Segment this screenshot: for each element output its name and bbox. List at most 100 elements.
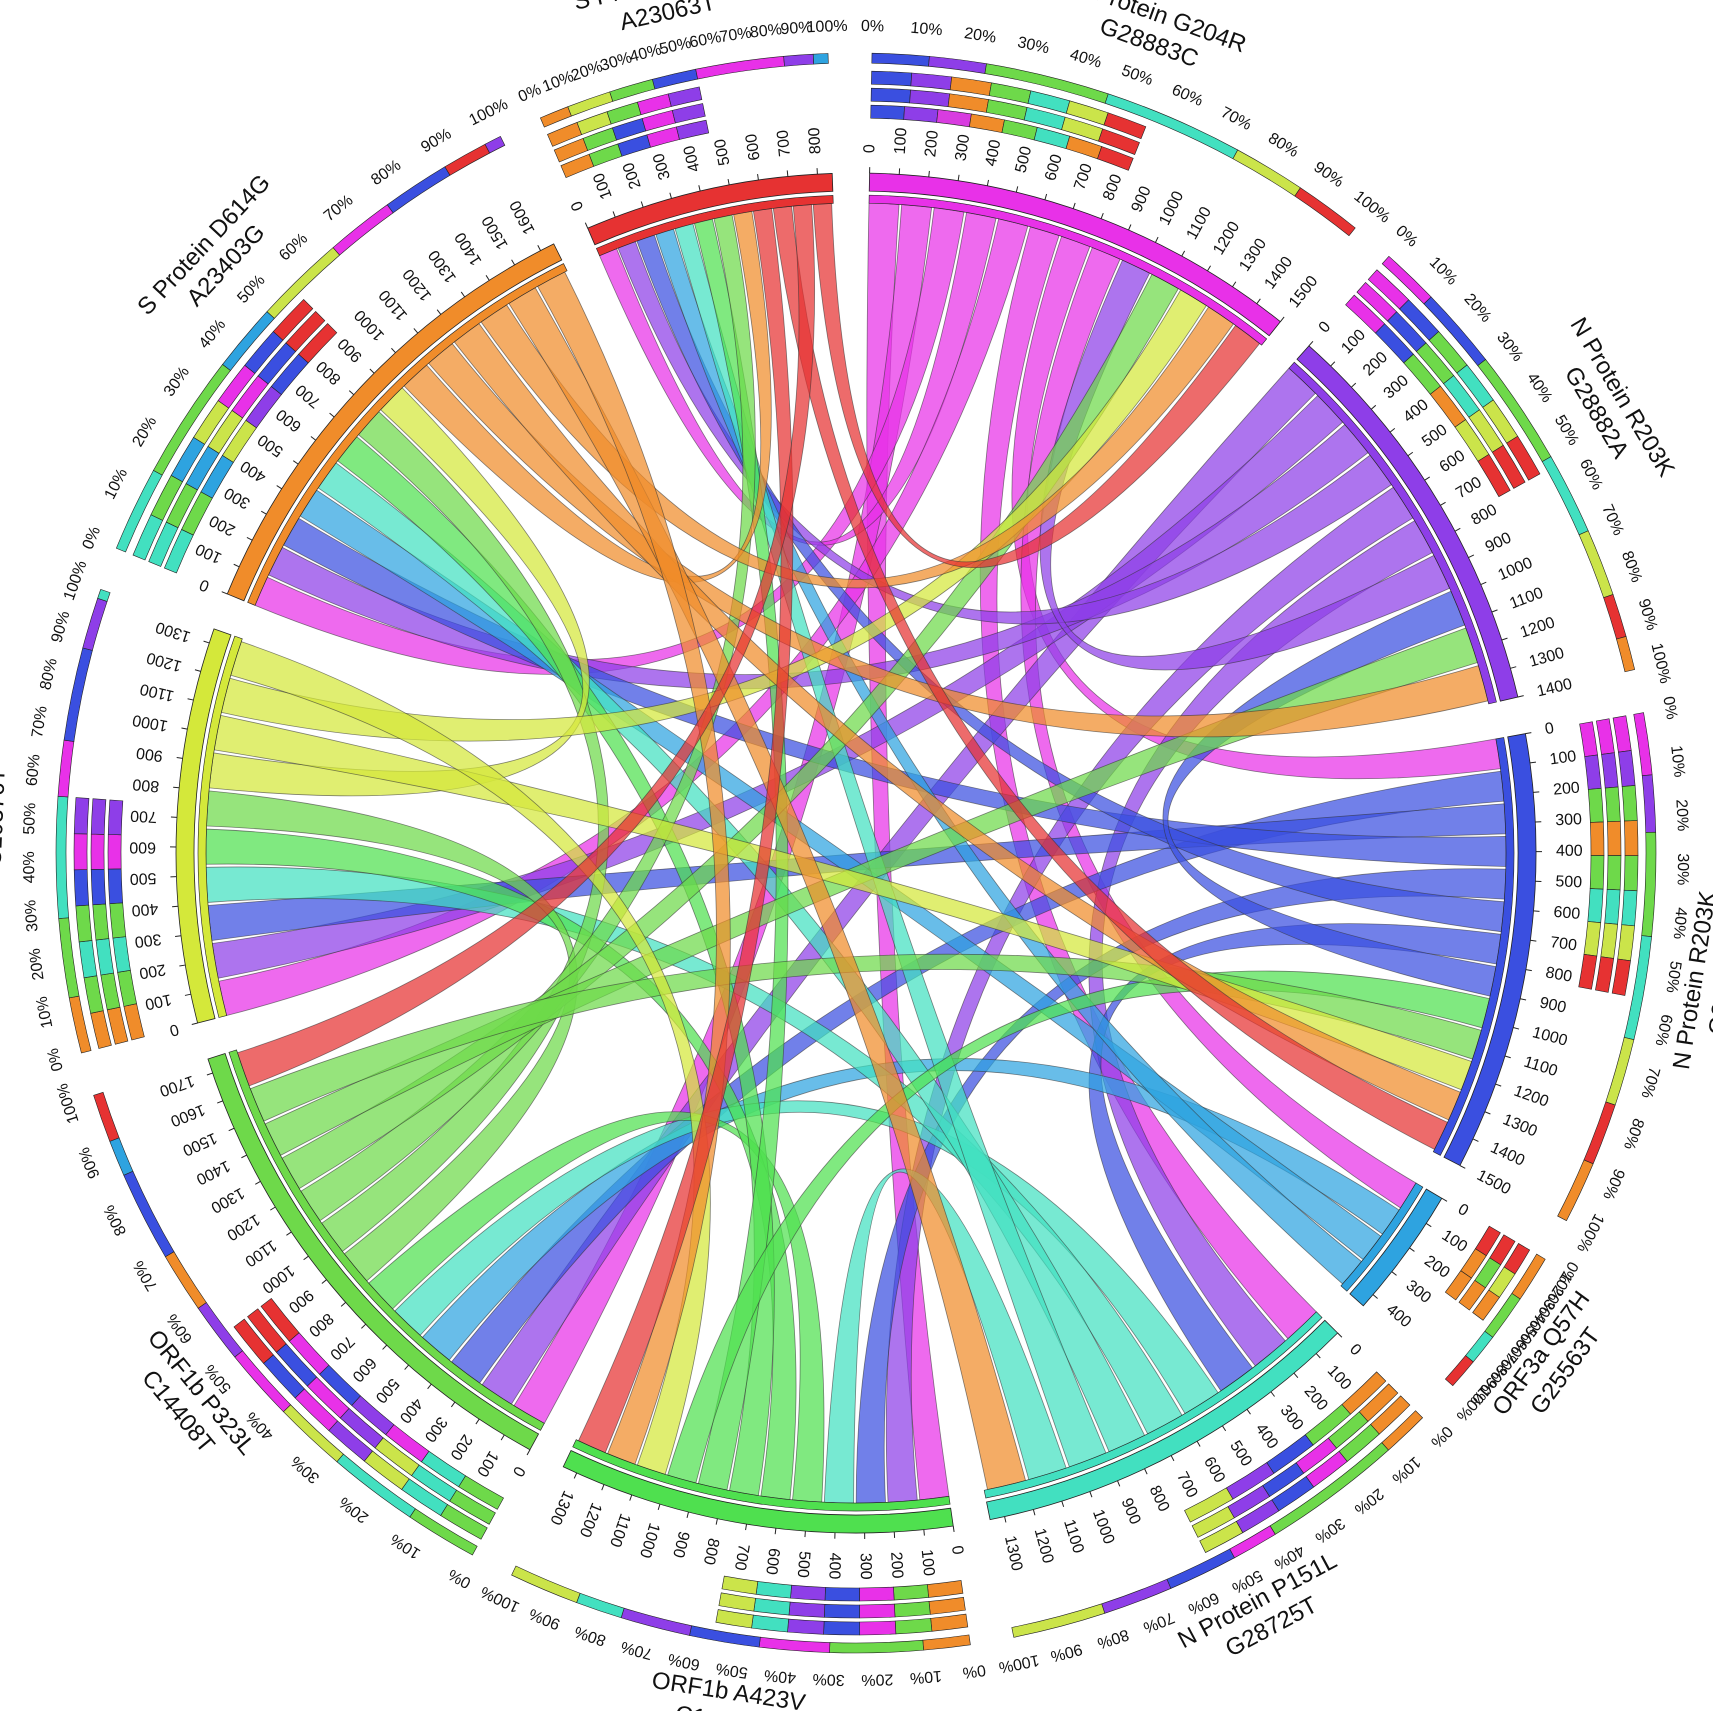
segment-arc-n151[interactable] [986, 1319, 1339, 1521]
tick-orf1a-900 [176, 757, 183, 759]
pct-label-orf1b323-9: 90% [76, 1145, 104, 1181]
tick-label-orf3a-100: 100 [1439, 1227, 1471, 1256]
tick-orf1a-1100 [187, 698, 194, 701]
stack-bar-n203k1-1-3 [1607, 820, 1622, 856]
tick-label-orf1b323-1400: 1400 [193, 1157, 233, 1188]
pct-ring-orf1b423-1 [829, 1639, 924, 1654]
pct-label-orf1a-2: 20% [26, 947, 47, 981]
pct-label-n501y-5: 50% [658, 35, 693, 59]
segment-arc-n203k1[interactable] [1443, 733, 1537, 1167]
tick-label-n204-300: 300 [952, 133, 973, 162]
tick-n203k1-600 [1533, 910, 1540, 912]
tick-label-n204-1500: 1500 [1286, 273, 1322, 312]
tick-d614g-600 [310, 436, 316, 441]
tick-orf1b323-1600 [217, 1100, 223, 1104]
tick-orf1a-300 [175, 935, 182, 937]
pct-label-d614g-6: 60% [276, 230, 311, 264]
segment-arc-n501y[interactable] [587, 173, 834, 246]
pct-ring-orf1b423-4 [620, 1607, 692, 1636]
tick-label-n203k2-800: 800 [1468, 501, 1500, 529]
stack-bar-orf1b323-2-6 [233, 1318, 274, 1364]
tick-label-d614g-900: 900 [335, 334, 366, 365]
tick-label-d614g-1300: 1300 [425, 247, 459, 286]
pct-ring-orf1b423-0 [922, 1634, 971, 1651]
pct-ring-orf1b323-6 [123, 1170, 175, 1258]
pct-ring-orf1a-6 [97, 588, 111, 602]
tick-label-orf1b323-400: 400 [396, 1395, 426, 1427]
tick-label-n151-1000: 1000 [1089, 1507, 1117, 1546]
pct-label-orf1a-0: 0% [45, 1046, 67, 1073]
stack-bar-orf1b423-1-3 [823, 1604, 860, 1619]
tick-orf1b423-100 [923, 1529, 925, 1536]
pct-label-orf3a-10: 100% [1453, 1382, 1493, 1424]
stack-bar-n204-0-7 [1097, 146, 1134, 171]
tick-label-orf1b423-1300: 1300 [546, 1488, 576, 1528]
tick-d614g-1000 [391, 347, 396, 354]
pct-label-d614g-7: 70% [321, 192, 357, 225]
tick-label-n501y-700: 700 [774, 129, 794, 157]
stack-bar-orf1b423-2-2 [859, 1620, 897, 1636]
tick-n501y-700 [786, 170, 789, 177]
stack-bar-orf1a-0-1 [117, 969, 137, 1007]
tick-label-n204-100: 100 [892, 127, 911, 155]
stack-bar-orf1a-1-0 [106, 1006, 129, 1045]
pct-ring-n203k1-4 [1605, 1037, 1635, 1106]
segment-arc-d614g[interactable] [226, 243, 563, 602]
tick-n151-400 [1246, 1409, 1251, 1415]
segment-arc-orf1b323[interactable] [207, 1053, 540, 1451]
inner-band-n204 [868, 194, 1268, 346]
tick-d614g-1300 [460, 291, 466, 298]
tick-label-orf1b423-900: 900 [669, 1529, 692, 1559]
tick-label-d614g-500: 500 [255, 431, 287, 460]
tick-orf1b423-1000 [657, 1503, 661, 1511]
tick-n151-1000 [1089, 1491, 1093, 1498]
stack-bar-orf1b423-1-0 [928, 1596, 966, 1615]
pct-label-orf1a-8: 80% [37, 657, 61, 692]
tick-label-orf1a-200: 200 [138, 960, 167, 981]
tick-label-n501y-800: 800 [806, 127, 825, 155]
tick-orf1b323-100 [500, 1434, 505, 1441]
pct-ring-n204-1 [928, 56, 987, 74]
tick-n204-800 [1100, 212, 1104, 219]
stack-bar-orf1a-2-0 [90, 1010, 112, 1049]
tick-label-n204-0: 0 [861, 144, 878, 153]
pct-label-orf1a-10: 100% [61, 558, 91, 602]
pct-label-n203k2-0: 0% [1392, 223, 1421, 251]
pct-label-d614g-2: 20% [129, 414, 160, 450]
tick-orf1b423-0 [952, 1525, 955, 1533]
segment-arc-orf3a[interactable] [1349, 1188, 1443, 1307]
tick-n204-700 [1072, 202, 1076, 209]
segment-arc-orf1a[interactable] [175, 628, 232, 1024]
stack-bar-orf1a-2-1 [83, 975, 104, 1014]
tick-n204-500 [1015, 186, 1019, 193]
stack-bar-orf1b423-2-6 [715, 1609, 754, 1629]
segment-arc-n203k2[interactable] [1296, 345, 1519, 702]
pct-label-orf1b323-0: 0% [445, 1565, 473, 1591]
tick-label-n151-900: 900 [1118, 1496, 1144, 1527]
stack-bar-orf1a-2-4 [73, 869, 90, 907]
pct-label-n501y-6: 60% [688, 29, 723, 52]
tick-n203k2-1400 [1517, 695, 1524, 698]
pct-label-n151-9: 90% [1049, 1640, 1084, 1665]
tick-label-n151-0: 0 [1346, 1341, 1364, 1359]
tick-label-orf1a-500: 500 [129, 869, 156, 887]
tick-label-orf1b423-600: 600 [762, 1547, 782, 1576]
tick-orf1b423-700 [745, 1524, 748, 1531]
tick-label-orf1a-600: 600 [129, 838, 156, 855]
stack-bar-orf1a-1-2 [95, 938, 114, 976]
stack-bar-orf1a-1-4 [90, 868, 107, 906]
pct-label-n203k2-1: 10% [1426, 254, 1461, 289]
stack-bar-n204-1-6 [1098, 128, 1140, 155]
tick-label-orf3a-200: 200 [1421, 1252, 1453, 1281]
pct-ring-n151-4 [1101, 1578, 1172, 1614]
pct-label-orf1b323-7: 70% [130, 1257, 161, 1293]
tick-label-n151-400: 400 [1252, 1421, 1281, 1453]
segment-arc-orf1b423[interactable] [562, 1449, 954, 1534]
pct-label-n203k1-4: 40% [1670, 907, 1690, 940]
tick-label-orf1b323-1100: 1100 [242, 1236, 280, 1269]
inner-band-n151 [983, 1311, 1323, 1499]
pct-label-n203k1-9: 90% [1599, 1166, 1627, 1202]
stack-bar-orf1b423-1-4 [788, 1601, 826, 1618]
stack-bar-orf1a-2-5 [73, 833, 88, 871]
tick-label-d614g-700: 700 [293, 381, 324, 411]
